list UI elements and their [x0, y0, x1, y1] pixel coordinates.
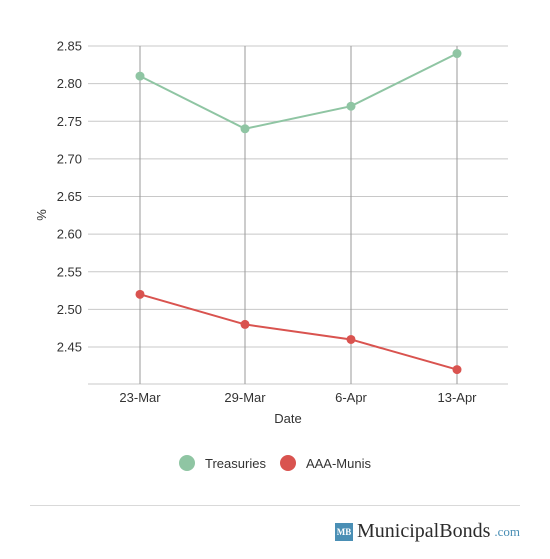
y-tick-label: 2.55 — [57, 264, 82, 279]
legend-item-treasuries[interactable]: Treasuries — [179, 455, 266, 471]
data-point-aaa-munis[interactable] — [135, 289, 145, 299]
data-point-treasuries[interactable] — [135, 71, 145, 81]
x-tick-labels: 23-Mar 29-Mar 6-Apr 13-Apr — [119, 390, 477, 405]
y-tick-label: 2.80 — [57, 76, 82, 91]
y-gridlines — [88, 45, 508, 385]
x-tick-label: 13-Apr — [437, 390, 477, 405]
series-line-treasuries — [139, 52, 458, 130]
data-point-aaa-munis[interactable] — [240, 319, 250, 329]
data-point-treasuries[interactable] — [346, 101, 356, 111]
brand-logo[interactable]: MB MunicipalBonds .com — [335, 520, 520, 543]
series-line-aaa-munis — [139, 293, 458, 371]
y-tick-label: 2.75 — [57, 114, 82, 129]
y-axis-title: % — [34, 209, 49, 221]
x-tick-label: 23-Mar — [119, 390, 161, 405]
brand-name: MunicipalBonds — [357, 520, 491, 542]
brand-badge: MB — [335, 522, 354, 541]
x-axis-title: Date — [274, 411, 301, 426]
data-point-treasuries[interactable] — [452, 49, 462, 59]
y-tick-label: 2.60 — [57, 227, 82, 242]
legend-marker-treasuries — [179, 455, 196, 471]
y-tick-label: 2.50 — [57, 302, 82, 317]
series-group — [135, 49, 462, 375]
legend-label-treasuries: Treasuries — [205, 455, 266, 471]
x-gridlines — [139, 46, 458, 384]
x-tick-label: 6-Apr — [335, 390, 367, 405]
x-tick-label: 29-Mar — [224, 390, 266, 405]
brand-suffix: .com — [494, 523, 520, 539]
y-tick-label: 2.70 — [57, 151, 82, 166]
line-chart: 2.45 2.50 2.55 2.60 2.65 2.70 2.75 2.80 2.85 23-… — [34, 39, 508, 426]
data-point-aaa-munis[interactable] — [452, 365, 462, 375]
legend-marker-aaa-munis — [279, 455, 296, 471]
legend-label-aaa-munis: AAA-Munis — [305, 455, 371, 471]
y-tick-label: 2.65 — [57, 189, 82, 204]
data-point-treasuries[interactable] — [240, 124, 250, 134]
y-tick-labels: 2.45 2.50 2.55 2.60 2.65 2.70 2.75 2.80 2.85 — [57, 39, 82, 355]
y-tick-label: 2.85 — [57, 39, 82, 54]
y-tick-label: 2.45 — [57, 340, 82, 355]
legend: Treasuries AAA-Munis — [0, 455, 550, 471]
data-point-aaa-munis[interactable] — [346, 334, 356, 344]
legend-item-aaa-munis[interactable]: AAA-Munis — [279, 455, 371, 471]
footer-divider — [30, 505, 520, 506]
